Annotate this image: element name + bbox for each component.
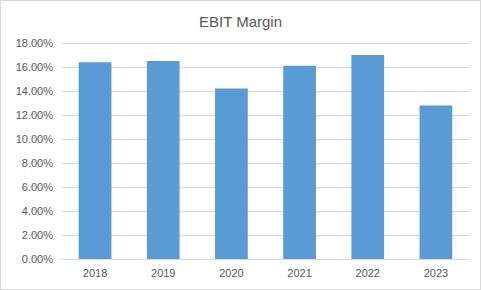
svg-text:2.00%: 2.00% [22,229,53,241]
svg-text:2019: 2019 [151,267,175,279]
svg-text:8.00%: 8.00% [22,157,53,169]
svg-text:18.00%: 18.00% [16,37,54,49]
svg-text:0.00%: 0.00% [22,253,53,265]
svg-text:14.00%: 14.00% [16,85,54,97]
svg-text:16.00%: 16.00% [16,61,54,73]
svg-text:2021: 2021 [287,267,311,279]
svg-text:2020: 2020 [219,267,243,279]
svg-text:12.00%: 12.00% [16,109,54,121]
svg-text:10.00%: 10.00% [16,133,54,145]
svg-text:6.00%: 6.00% [22,181,53,193]
svg-text:2018: 2018 [83,267,107,279]
svg-text:EBIT Margin: EBIT Margin [199,13,282,30]
svg-text:4.00%: 4.00% [22,205,53,217]
svg-text:2023: 2023 [424,267,448,279]
svg-text:2022: 2022 [356,267,380,279]
